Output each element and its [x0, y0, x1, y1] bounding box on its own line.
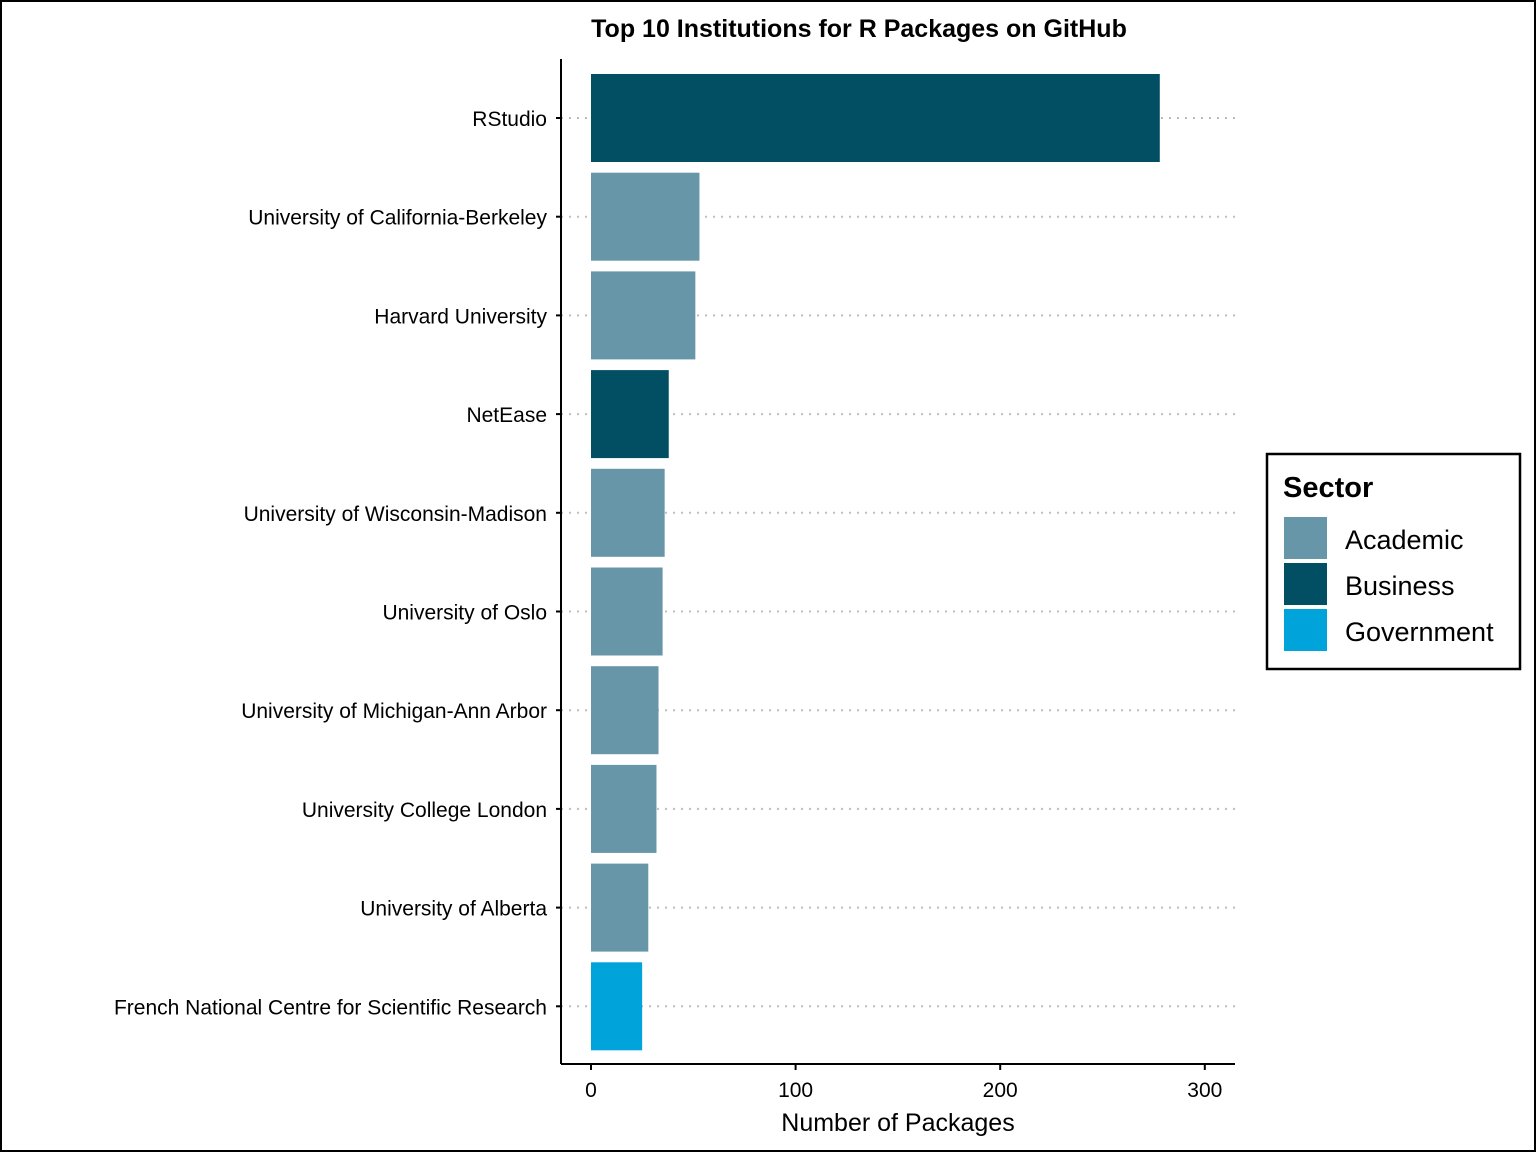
bar: [591, 370, 669, 459]
legend: Sector Academic Business Government: [1265, 452, 1522, 671]
bar: [591, 74, 1160, 162]
category-label: RStudio: [472, 108, 547, 131]
category-label: Harvard University: [374, 305, 547, 328]
bar: [591, 764, 657, 853]
legend-swatch: [1284, 563, 1327, 605]
category-label: University College London: [302, 799, 547, 822]
bar: [591, 468, 665, 557]
legend-label: Government: [1345, 617, 1494, 647]
legend-label: Academic: [1345, 525, 1464, 555]
x-axis-title: Number of Packages: [781, 1109, 1014, 1137]
bar: [591, 172, 700, 261]
x-tick-label: 0: [585, 1079, 597, 1102]
bar: [591, 863, 649, 952]
legend-swatch: [1284, 609, 1327, 651]
legend-title: Sector: [1283, 472, 1373, 504]
category-label: NetEase: [466, 404, 547, 427]
legend-label: Business: [1345, 571, 1455, 601]
category-label: University of California-Berkeley: [248, 207, 547, 230]
category-label: University of Alberta: [360, 898, 547, 921]
x-tick-label: 300: [1187, 1079, 1222, 1102]
bar: [591, 567, 663, 656]
axes: [560, 59, 1235, 1065]
x-ticks: 0 100 200 300: [585, 1064, 1222, 1102]
category-label: University of Wisconsin-Madison: [244, 503, 547, 526]
legend-items: Academic Business Government: [1284, 517, 1494, 651]
category-labels: RStudio University of California-Berkeley…: [114, 108, 561, 1019]
category-label: University of Oslo: [382, 602, 547, 625]
legend-swatch: [1284, 517, 1327, 559]
bars: [591, 74, 1160, 1051]
bar: [591, 271, 696, 360]
x-tick-label: 200: [983, 1079, 1018, 1102]
x-tick-label: 100: [778, 1079, 813, 1102]
category-label: French National Centre for Scientific Re…: [114, 996, 547, 1019]
bar: [591, 962, 643, 1051]
chart-title: Top 10 Institutions for R Packages on Gi…: [591, 15, 1127, 43]
category-label: University of Michigan-Ann Arbor: [241, 700, 547, 723]
bar: [591, 666, 659, 755]
